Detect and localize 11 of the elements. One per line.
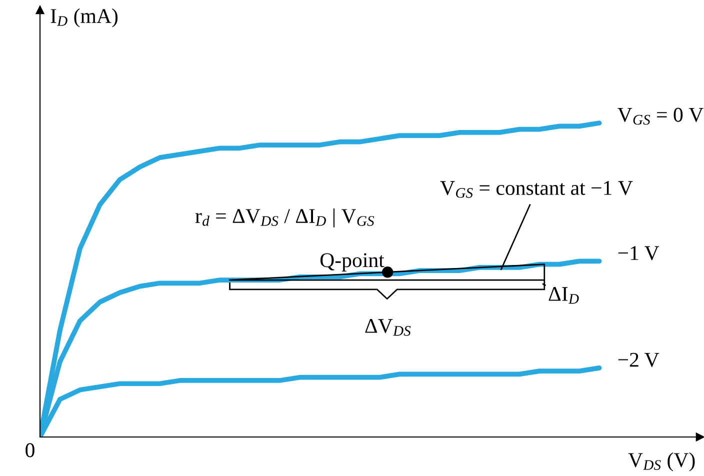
annotation: Q-point (320, 253, 384, 272)
annotation: ΔI$_{D}$ (548, 287, 579, 304)
annotation: ΔV$_{DS}$ (365, 319, 411, 336)
annotation: r$_{d}$ = ΔV$_{DS}$ / ΔI$_{D}$ | V$_{GS}$ (195, 208, 374, 228)
series-label: −1 V (618, 246, 660, 260)
series-label: V$_{GS}$ = 0 V (618, 108, 704, 125)
text: 0 (26, 443, 34, 458)
y-axis-title: I$_{D}$ (mA) (50, 8, 118, 28)
x-axis-title: V$_{DS}$ (V) (628, 452, 695, 472)
annotation: V$_{GS}$ = constant at −1 V (440, 181, 633, 198)
series-label: −2 V (618, 352, 660, 367)
